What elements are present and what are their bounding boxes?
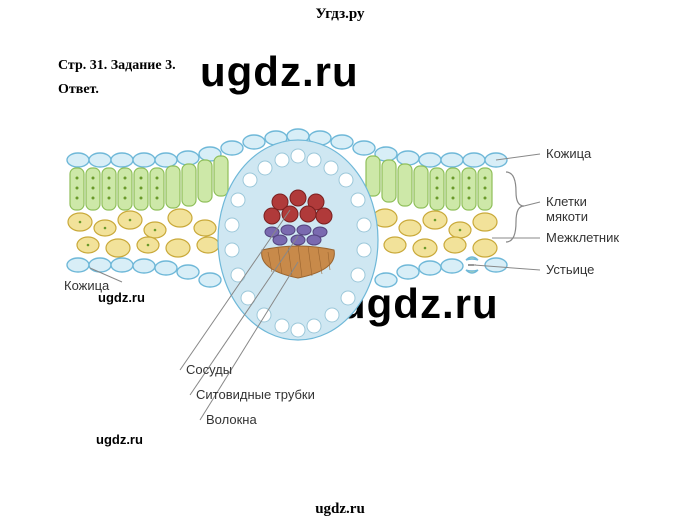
label-epidermis-top: Кожица (546, 146, 591, 161)
diagram-svg (50, 110, 630, 450)
lower-epidermis-right (375, 258, 507, 287)
site-header: Угдз.ру (0, 0, 680, 23)
answer-label: Ответ. (58, 82, 99, 98)
label-vessels: Сосуды (186, 362, 232, 377)
site-footer: ugdz.ru (0, 501, 680, 518)
label-mesophyll: Клетки мякоти (546, 194, 630, 224)
leaf-cross-section-diagram: Кожица Клетки мякоти Межклетник Устьице … (50, 110, 630, 450)
task-reference: Стр. 31. Задание 3. (58, 58, 176, 74)
label-stomata: Устьице (546, 262, 594, 277)
label-intercellular: Межклетник (546, 230, 619, 245)
label-epidermis-bottom: Кожица (64, 278, 109, 293)
watermark-big: ugdz.ru (200, 48, 359, 96)
label-fibers: Волокна (206, 412, 257, 427)
label-sieve-tubes: Ситовидные трубки (196, 387, 315, 402)
